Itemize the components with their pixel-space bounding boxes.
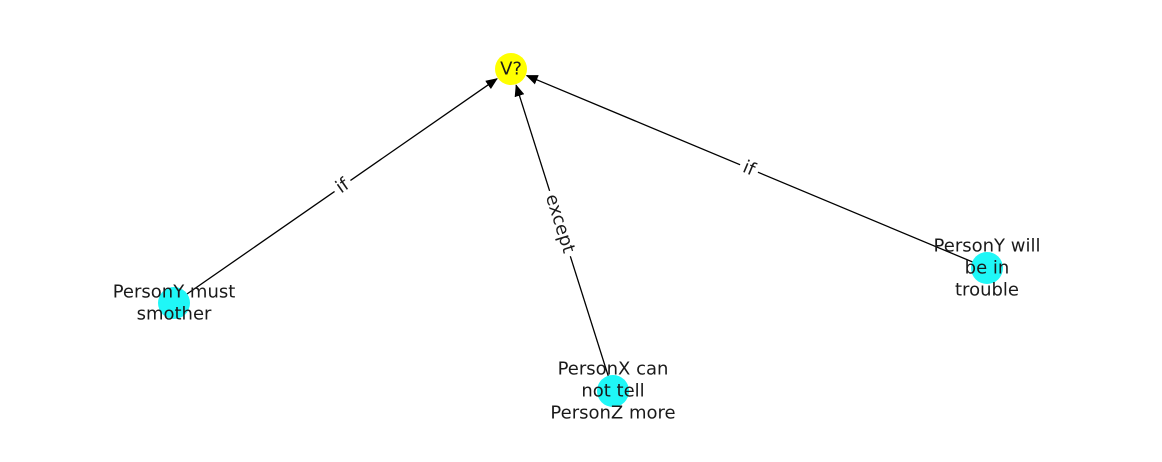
node-label-line: PersonY must bbox=[113, 282, 236, 303]
edge-label: except bbox=[541, 192, 579, 256]
edge-label-group: except bbox=[538, 187, 582, 260]
node-label-line: smother bbox=[137, 304, 212, 325]
node-label-line: not tell bbox=[581, 381, 644, 402]
node-label-line: PersonZ more bbox=[550, 403, 675, 424]
node-label-line: PersonX can bbox=[558, 359, 669, 380]
edge-label-group: if bbox=[735, 153, 763, 184]
edges-layer bbox=[173, 74, 988, 392]
node-label-line: PersonY will bbox=[934, 236, 1041, 257]
edge-label-group: if bbox=[327, 170, 358, 202]
nodes-layer bbox=[158, 53, 1003, 407]
leaf-node bbox=[971, 252, 1003, 284]
edge-label-background bbox=[538, 187, 582, 260]
edge-label-background bbox=[327, 170, 358, 202]
edge-label-background bbox=[735, 153, 763, 184]
root-node bbox=[495, 53, 527, 85]
node-label-line: trouble bbox=[955, 280, 1019, 301]
edge-labels-layer: if except if bbox=[327, 153, 763, 260]
node-label-line: be in bbox=[965, 258, 1010, 279]
leaf-node bbox=[597, 375, 629, 407]
node-label-line: V? bbox=[500, 59, 522, 80]
leaf-node bbox=[158, 287, 190, 319]
